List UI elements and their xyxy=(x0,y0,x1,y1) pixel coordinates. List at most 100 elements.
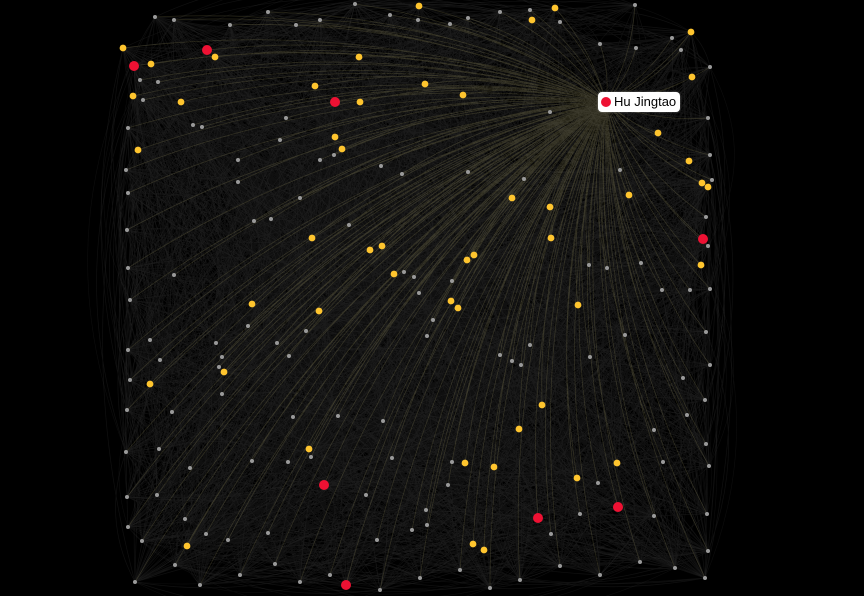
graph-node-gray[interactable] xyxy=(685,413,689,417)
graph-node-yellow[interactable] xyxy=(547,234,555,242)
graph-node-gray[interactable] xyxy=(378,588,382,592)
graph-node-gray[interactable] xyxy=(498,10,502,14)
graph-node-gray[interactable] xyxy=(204,532,208,536)
graph-node-yellow[interactable] xyxy=(355,53,363,61)
graph-node-yellow[interactable] xyxy=(454,304,462,312)
graph-node-gray[interactable] xyxy=(417,291,421,295)
graph-node-gray[interactable] xyxy=(220,355,224,359)
graph-node-gray[interactable] xyxy=(156,80,160,84)
graph-node-gray[interactable] xyxy=(128,378,132,382)
graph-node-yellow[interactable] xyxy=(515,425,523,433)
graph-node-red[interactable] xyxy=(533,513,543,523)
graph-node-red[interactable] xyxy=(341,580,351,590)
graph-node-gray[interactable] xyxy=(418,576,422,580)
graph-node-gray[interactable] xyxy=(549,532,553,536)
graph-node-gray[interactable] xyxy=(347,223,351,227)
graph-node-gray[interactable] xyxy=(528,8,532,12)
graph-node-red[interactable] xyxy=(330,97,340,107)
graph-node-gray[interactable] xyxy=(425,523,429,527)
graph-node-gray[interactable] xyxy=(402,270,406,274)
graph-node-gray[interactable] xyxy=(706,549,710,553)
graph-node-yellow[interactable] xyxy=(129,92,137,100)
graph-node-yellow[interactable] xyxy=(470,251,478,259)
graph-node-gray[interactable] xyxy=(638,560,642,564)
graph-node-gray[interactable] xyxy=(466,170,470,174)
graph-node-yellow[interactable] xyxy=(546,203,554,211)
graph-node-gray[interactable] xyxy=(623,333,627,337)
graph-node-gray[interactable] xyxy=(294,23,298,27)
graph-node-gray[interactable] xyxy=(670,36,674,40)
graph-node-yellow[interactable] xyxy=(147,60,155,68)
graph-node-gray[interactable] xyxy=(191,123,195,127)
graph-node-yellow[interactable] xyxy=(366,246,374,254)
graph-node-gray[interactable] xyxy=(353,2,357,6)
graph-node-gray[interactable] xyxy=(528,343,532,347)
graph-node-gray[interactable] xyxy=(158,358,162,362)
graph-node-gray[interactable] xyxy=(252,219,256,223)
graph-node-yellow[interactable] xyxy=(338,145,346,153)
graph-node-gray[interactable] xyxy=(466,16,470,20)
graph-node-gray[interactable] xyxy=(250,459,254,463)
graph-node-gray[interactable] xyxy=(660,288,664,292)
graph-node-gray[interactable] xyxy=(188,466,192,470)
graph-node-gray[interactable] xyxy=(170,410,174,414)
graph-node-red[interactable] xyxy=(698,234,708,244)
graph-node-gray[interactable] xyxy=(703,398,707,402)
graph-node-yellow[interactable] xyxy=(447,297,455,305)
graph-node-gray[interactable] xyxy=(266,10,270,14)
graph-node-gray[interactable] xyxy=(416,18,420,22)
graph-node-gray[interactable] xyxy=(588,355,592,359)
graph-node-gray[interactable] xyxy=(704,215,708,219)
graph-node-gray[interactable] xyxy=(688,288,692,292)
graph-node-gray[interactable] xyxy=(228,23,232,27)
graph-node-gray[interactable] xyxy=(298,580,302,584)
graph-node-yellow[interactable] xyxy=(573,474,581,482)
graph-node-gray[interactable] xyxy=(634,46,638,50)
graph-node-gray[interactable] xyxy=(708,287,712,291)
graph-node-gray[interactable] xyxy=(198,583,202,587)
graph-node-yellow[interactable] xyxy=(315,307,323,315)
graph-node-gray[interactable] xyxy=(673,566,677,570)
graph-node-gray[interactable] xyxy=(126,525,130,529)
graph-node-red[interactable] xyxy=(129,61,139,71)
graph-node-yellow[interactable] xyxy=(331,133,339,141)
graph-node-gray[interactable] xyxy=(172,18,176,22)
graph-node-gray[interactable] xyxy=(286,460,290,464)
graph-node-gray[interactable] xyxy=(153,15,157,19)
graph-node-gray[interactable] xyxy=(390,456,394,460)
graph-node-gray[interactable] xyxy=(309,455,313,459)
graph-node-yellow[interactable] xyxy=(704,183,712,191)
graph-node-yellow[interactable] xyxy=(220,368,228,376)
graph-node-gray[interactable] xyxy=(412,275,416,279)
graph-node-gray[interactable] xyxy=(220,392,224,396)
graph-node-yellow[interactable] xyxy=(421,80,429,88)
graph-node-gray[interactable] xyxy=(706,116,710,120)
graph-node-gray[interactable] xyxy=(148,338,152,342)
graph-node-gray[interactable] xyxy=(707,464,711,468)
graph-node-gray[interactable] xyxy=(128,298,132,302)
graph-node-gray[interactable] xyxy=(126,126,130,130)
graph-node-gray[interactable] xyxy=(558,564,562,568)
graph-node-gray[interactable] xyxy=(126,266,130,270)
graph-node-gray[interactable] xyxy=(548,110,552,114)
graph-node-yellow[interactable] xyxy=(177,98,185,106)
graph-node-gray[interactable] xyxy=(400,172,404,176)
graph-node-yellow[interactable] xyxy=(508,194,516,202)
graph-node-gray[interactable] xyxy=(379,164,383,168)
graph-node-yellow[interactable] xyxy=(697,261,705,269)
graph-node-gray[interactable] xyxy=(633,3,637,7)
graph-node-gray[interactable] xyxy=(578,512,582,516)
graph-node-yellow[interactable] xyxy=(698,179,706,187)
graph-node-gray[interactable] xyxy=(217,365,221,369)
graph-node-gray[interactable] xyxy=(639,261,643,265)
graph-node-gray[interactable] xyxy=(275,341,279,345)
graph-node-gray[interactable] xyxy=(236,180,240,184)
graph-node-gray[interactable] xyxy=(332,153,336,157)
graph-node-gray[interactable] xyxy=(446,483,450,487)
graph-node-yellow[interactable] xyxy=(183,542,191,550)
graph-node-gray[interactable] xyxy=(140,539,144,543)
graph-node-gray[interactable] xyxy=(704,442,708,446)
graph-node-gray[interactable] xyxy=(458,568,462,572)
graph-node-gray[interactable] xyxy=(448,22,452,26)
graph-node-yellow[interactable] xyxy=(119,44,127,52)
